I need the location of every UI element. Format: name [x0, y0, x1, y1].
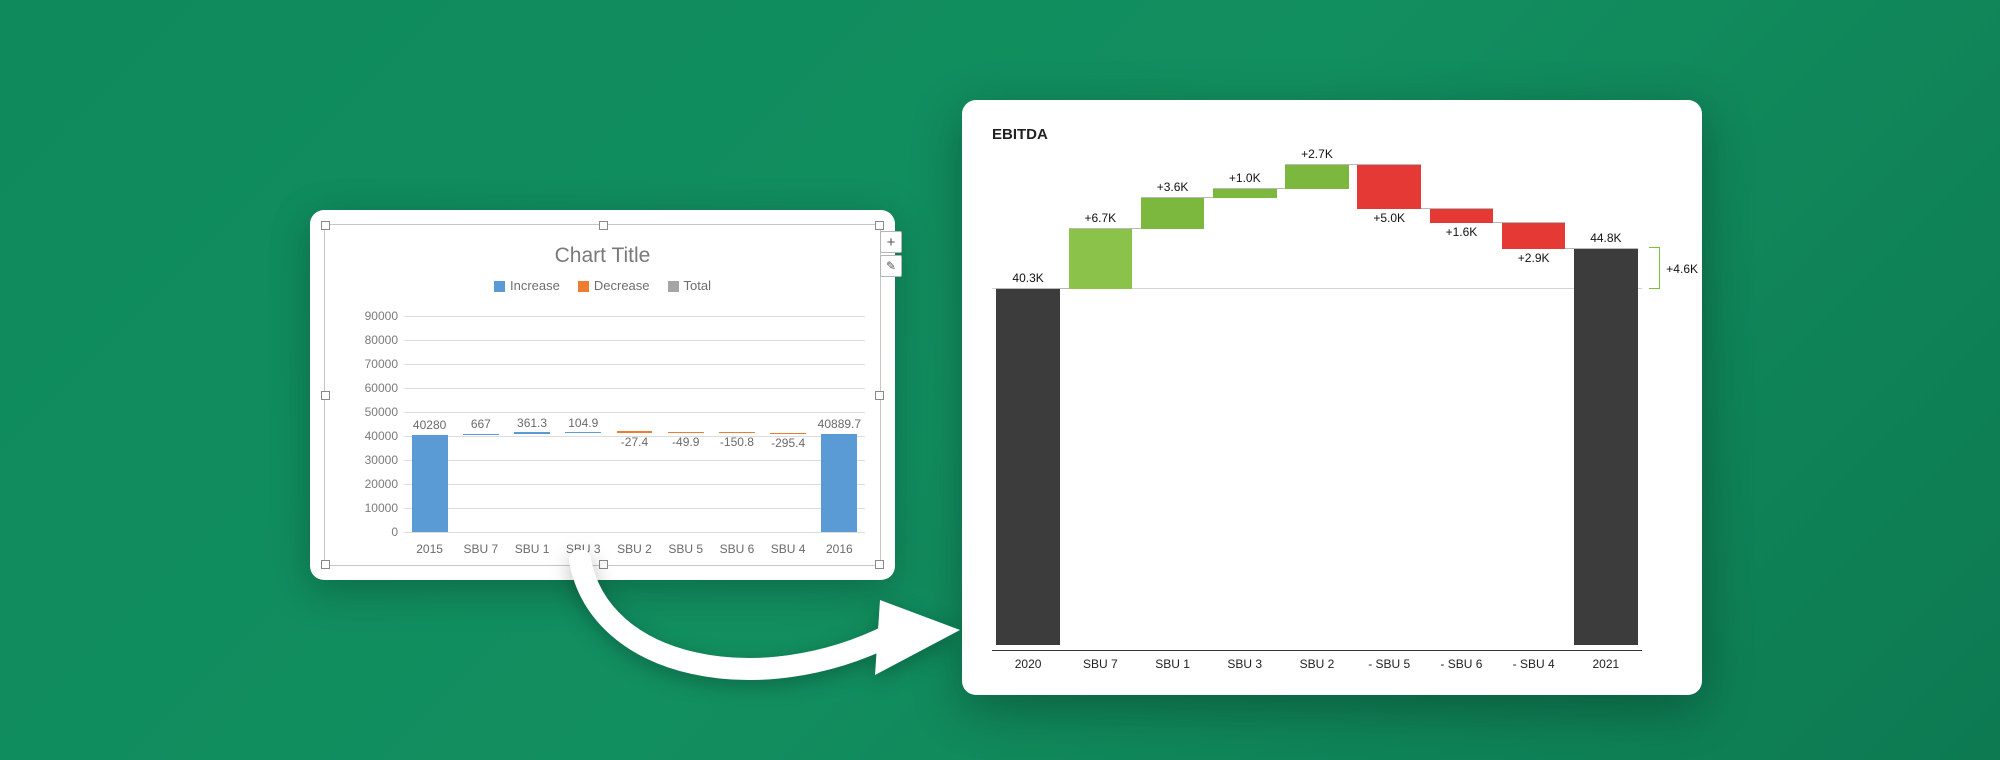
resize-handle[interactable] — [599, 221, 608, 230]
waterfall-bar — [412, 435, 448, 532]
delta-bracket — [1649, 247, 1660, 289]
waterfall-bar — [821, 434, 857, 532]
bar-column[interactable]: -49.9 — [660, 316, 711, 532]
chart-plus-button[interactable]: + — [880, 231, 902, 253]
x-axis-labels: 2020SBU 7SBU 1SBU 3SBU 2- SBU 5- SBU 6- … — [992, 650, 1642, 671]
bar-column[interactable]: +1.0K — [1209, 164, 1281, 645]
bar-value-label: 667 — [455, 417, 506, 431]
bar-value-label: 40889.7 — [814, 417, 865, 431]
x-tick-label: SBU 1 — [1136, 651, 1208, 671]
ibcs-waterfall-card: EBITDA 40.3K+6.7K+3.6K+1.0K+2.7K+5.0K+1.… — [962, 100, 1702, 695]
bar-value-label: 40280 — [404, 418, 455, 432]
bar-value-label: +1.0K — [1209, 171, 1281, 185]
waterfall-bar — [719, 432, 755, 433]
x-tick-label: SBU 7 — [455, 542, 506, 556]
bar-value-label: -295.4 — [763, 436, 814, 450]
bar-column[interactable]: 40.3K — [992, 164, 1064, 645]
x-tick-label: 2021 — [1570, 651, 1642, 671]
bar-column[interactable]: -150.8 — [711, 316, 762, 532]
resize-handle[interactable] — [321, 391, 330, 400]
bar-column[interactable]: -27.4 — [609, 316, 660, 532]
bar-value-label: +2.7K — [1281, 147, 1353, 161]
waterfall-bar — [668, 432, 704, 433]
x-tick-label: - SBU 4 — [1498, 651, 1570, 671]
bar-value-label: +5.0K — [1353, 211, 1425, 225]
bar-column[interactable]: 361.3 — [506, 316, 557, 532]
waterfall-bar — [1357, 165, 1421, 209]
waterfall-bar — [1213, 189, 1277, 198]
waterfall-bar — [1069, 229, 1133, 288]
bar-column[interactable]: +5.0K — [1353, 164, 1425, 645]
waterfall-bar — [1141, 198, 1205, 230]
bar-value-label: +6.7K — [1064, 211, 1136, 225]
bars-container: 40280667361.3104.9-27.4-49.9-150.8-295.4… — [404, 316, 865, 532]
bar-column[interactable]: 104.9 — [558, 316, 609, 532]
x-tick-label: - SBU 6 — [1425, 651, 1497, 671]
bar-value-label: 361.3 — [506, 416, 557, 430]
waterfall-bar — [1574, 249, 1638, 645]
chart-title: EBITDA — [992, 126, 1672, 143]
waterfall-bar — [514, 432, 550, 433]
plus-icon: + — [887, 234, 896, 251]
bar-value-label: -49.9 — [660, 435, 711, 449]
resize-handle[interactable] — [321, 221, 330, 230]
bar-value-label: 44.8K — [1570, 231, 1642, 245]
chart-style-button[interactable]: ✎ — [880, 255, 902, 277]
bar-value-label: +3.6K — [1136, 180, 1208, 194]
x-tick-label: SBU 2 — [1281, 651, 1353, 671]
x-tick-label: 2020 — [992, 651, 1064, 671]
bar-column[interactable]: 44.8K — [1570, 164, 1642, 645]
bar-column[interactable]: -295.4 — [763, 316, 814, 532]
waterfall-bar — [1430, 209, 1494, 223]
transform-arrow-icon — [560, 550, 960, 720]
resize-handle[interactable] — [321, 560, 330, 569]
bar-column[interactable]: +1.6K — [1425, 164, 1497, 645]
bar-column[interactable]: 40280 — [404, 316, 455, 532]
bar-column[interactable]: 667 — [455, 316, 506, 532]
waterfall-bar — [1285, 165, 1349, 189]
bar-column[interactable]: +3.6K — [1136, 164, 1208, 645]
resize-handle[interactable] — [875, 221, 884, 230]
waterfall-bar — [565, 432, 601, 433]
x-tick-label: SBU 7 — [1064, 651, 1136, 671]
delta-label: +4.6K — [1666, 262, 1698, 276]
waterfall-bar — [770, 433, 806, 434]
brush-icon: ✎ — [886, 259, 896, 273]
bar-column[interactable]: +6.7K — [1064, 164, 1136, 645]
bar-column[interactable]: +2.7K — [1281, 164, 1353, 645]
bar-value-label: +2.9K — [1498, 251, 1570, 265]
x-tick-label: 2015 — [404, 542, 455, 556]
waterfall-bar — [1502, 223, 1566, 249]
bar-value-label: -27.4 — [609, 435, 660, 449]
bar-value-label: -150.8 — [711, 435, 762, 449]
waterfall-bar — [463, 434, 499, 436]
x-tick-label: SBU 1 — [506, 542, 557, 556]
waterfall-bar — [617, 431, 653, 432]
excel-waterfall-card: + ✎ Chart Title IncreaseDecreaseTotal 01… — [310, 210, 895, 580]
left-plot-area: 0100002000030000400005000060000700008000… — [346, 316, 865, 532]
x-tick-label: - SBU 5 — [1353, 651, 1425, 671]
bar-column[interactable]: 40889.7 — [814, 316, 865, 532]
waterfall-bar — [996, 289, 1060, 645]
bar-value-label: 40.3K — [992, 271, 1064, 285]
bar-value-label: 104.9 — [558, 416, 609, 430]
bar-column[interactable]: +2.9K — [1498, 164, 1570, 645]
bar-value-label: +1.6K — [1425, 225, 1497, 239]
right-plot-area: 40.3K +6.7K +3.6K+1.0K+2.7K+5.0K+1.6K+2.9K… — [992, 164, 1642, 645]
x-tick-label: SBU 3 — [1209, 651, 1281, 671]
resize-handle[interactable] — [875, 391, 884, 400]
y-axis-labels: 0100002000030000400005000060000700008000… — [346, 316, 402, 532]
